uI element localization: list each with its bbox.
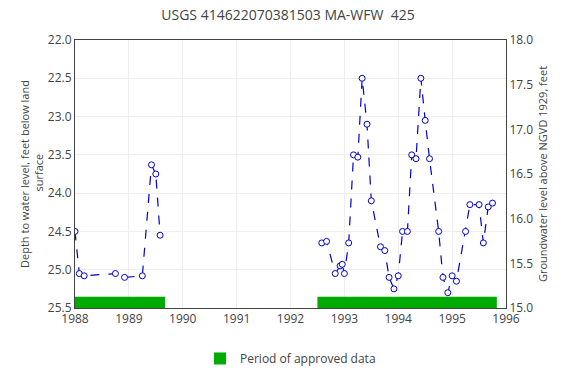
svg-text:24.0: 24.0 bbox=[48, 184, 72, 201]
svg-text:1991: 1991 bbox=[223, 310, 250, 327]
svg-text:15.0: 15.0 bbox=[509, 299, 533, 316]
svg-text:1995: 1995 bbox=[438, 310, 466, 327]
svg-text:17.0: 17.0 bbox=[509, 121, 533, 138]
svg-text:1988: 1988 bbox=[61, 310, 89, 327]
svg-text:1990: 1990 bbox=[169, 310, 197, 327]
svg-text:23.5: 23.5 bbox=[48, 146, 72, 163]
svg-text:Groundwater level above NGVD 1: Groundwater level above NGVD 1929, feet bbox=[535, 66, 550, 282]
svg-text:1994: 1994 bbox=[385, 310, 413, 327]
svg-text:23.0: 23.0 bbox=[48, 108, 72, 125]
svg-text:18.0: 18.0 bbox=[509, 31, 533, 48]
svg-text:USGS 414622070381503 MA-WFW 4: USGS 414622070381503 MA-WFW 425 bbox=[161, 5, 414, 24]
svg-text:1992: 1992 bbox=[277, 310, 305, 327]
svg-text:Period of approved data: Period of approved data bbox=[240, 350, 376, 367]
svg-text:15.5: 15.5 bbox=[509, 255, 533, 272]
svg-text:22.0: 22.0 bbox=[48, 31, 72, 48]
svg-text:1993: 1993 bbox=[331, 310, 359, 327]
svg-text:25.5: 25.5 bbox=[48, 299, 72, 316]
svg-text:17.5: 17.5 bbox=[509, 76, 533, 93]
svg-text:1996: 1996 bbox=[492, 310, 520, 327]
svg-text:25.0: 25.0 bbox=[48, 261, 72, 278]
svg-text:Depth to water level, feet bel: Depth to water level, feet below land su… bbox=[17, 80, 46, 268]
svg-text:22.5: 22.5 bbox=[48, 69, 72, 86]
svg-text:16.5: 16.5 bbox=[509, 165, 533, 182]
svg-text:24.5: 24.5 bbox=[48, 223, 72, 240]
svg-text:1989: 1989 bbox=[115, 310, 143, 327]
svg-text:16.0: 16.0 bbox=[509, 210, 533, 227]
